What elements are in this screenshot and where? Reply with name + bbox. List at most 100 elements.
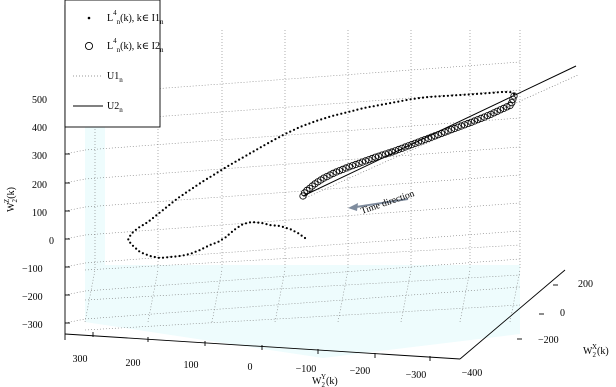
series-point-i1 xyxy=(269,224,272,227)
x-tick-label: 0 xyxy=(560,308,565,319)
series-point-i1 xyxy=(217,240,220,243)
series-point-i1 xyxy=(296,126,299,130)
grid-line-z xyxy=(64,206,86,212)
series-point-i1 xyxy=(278,136,281,139)
z-tick-label: 200 xyxy=(32,180,47,191)
series-point-i2 xyxy=(427,133,436,141)
series-point-i1 xyxy=(178,254,181,258)
series-point-i2 xyxy=(470,117,479,125)
series-point-i1 xyxy=(401,99,404,102)
series-point-i1 xyxy=(352,109,355,112)
series-point-i1 xyxy=(480,92,483,95)
series-point-i2 xyxy=(493,107,501,115)
series-point-i1 xyxy=(198,182,201,185)
series-point-i2 xyxy=(352,160,360,169)
series-point-i1 xyxy=(148,219,151,222)
series-point-i1 xyxy=(241,156,244,159)
series-point-i1 xyxy=(421,96,425,99)
series-point-i1 xyxy=(368,105,371,108)
series-point-i1 xyxy=(257,221,260,224)
series-point-i1 xyxy=(178,196,181,199)
series-point-i2 xyxy=(388,148,396,156)
z-tick-label: −300 xyxy=(22,320,43,331)
series-point-i1 xyxy=(138,226,141,229)
series-point-i2 xyxy=(444,127,452,135)
series-point-i1 xyxy=(170,255,173,258)
grid-line-z xyxy=(64,262,86,268)
axes-walls xyxy=(85,30,520,358)
z-tick-label: 500 xyxy=(32,95,47,106)
series-point-i1 xyxy=(274,138,277,141)
y-axis-line xyxy=(64,333,461,360)
y-tick-label: −300 xyxy=(406,370,427,381)
series-point-i1 xyxy=(393,101,396,104)
series-point-i1 xyxy=(364,106,367,109)
series-point-i1 xyxy=(459,93,462,97)
series-point-i1 xyxy=(234,160,237,163)
series-point-i2 xyxy=(509,95,517,103)
series-point-i2 xyxy=(464,119,472,128)
grid-line-z xyxy=(84,202,521,236)
series-point-i1 xyxy=(348,110,351,113)
series-point-i1 xyxy=(496,91,499,94)
series-point-i1 xyxy=(198,249,201,252)
series-point-i2 xyxy=(421,136,429,144)
series-point-i1 xyxy=(149,255,152,258)
series-point-i1 xyxy=(227,233,230,236)
series-point-i1 xyxy=(145,221,148,225)
series-point-i1 xyxy=(131,244,135,247)
series-point-i2 xyxy=(398,144,406,152)
grid-line-z xyxy=(64,178,86,184)
series-point-i1 xyxy=(127,238,130,241)
z-axis-label: W2Z(k) xyxy=(3,187,19,212)
z-tick-label: 300 xyxy=(32,151,47,162)
legend-marker-circle xyxy=(84,41,94,51)
z-tick-label: 100 xyxy=(32,208,47,219)
series-point-i2 xyxy=(503,103,511,111)
series-point-i1 xyxy=(157,256,160,259)
series-point-i1 xyxy=(195,184,198,187)
series-point-i1 xyxy=(492,91,495,94)
series-point-i1 xyxy=(224,236,227,239)
series-point-i1 xyxy=(289,130,292,133)
series-point-i1 xyxy=(281,225,284,228)
series-point-i1 xyxy=(263,144,266,147)
y-tick-label: 100 xyxy=(184,360,199,371)
series-point-i1 xyxy=(300,125,303,128)
x-axis-label: W2X(k) xyxy=(583,343,609,359)
grid-line-z xyxy=(64,149,86,155)
series-point-i1 xyxy=(141,224,144,227)
series-point-i1 xyxy=(265,223,268,226)
series-point-i1 xyxy=(303,236,307,240)
series-point-i2 xyxy=(385,149,393,157)
series-point-i1 xyxy=(438,95,441,98)
grid-line-x xyxy=(84,244,521,271)
z-tick-label: −100 xyxy=(22,264,43,275)
series-point-i1 xyxy=(245,154,248,157)
series-point-i1 xyxy=(161,256,165,259)
grid-line-z xyxy=(84,146,521,180)
series-point-i1 xyxy=(205,245,209,248)
series-point-i1 xyxy=(129,241,132,244)
series-point-i1 xyxy=(252,150,255,153)
series-point-i2 xyxy=(487,110,495,118)
series-point-i2 xyxy=(391,147,399,155)
series-point-i1 xyxy=(138,250,141,253)
series-point-i2 xyxy=(414,138,422,146)
series-point-i1 xyxy=(171,201,174,204)
series-point-i1 xyxy=(409,98,412,101)
series-point-i1 xyxy=(190,252,193,255)
series-point-i1 xyxy=(220,169,223,172)
series-point-i2 xyxy=(437,129,446,137)
series-point-i2 xyxy=(483,112,492,120)
axis-labels: W2X(k) W2Y(k) W2Z(k) xyxy=(3,187,609,387)
series-point-i1 xyxy=(129,234,132,237)
series-point-i1 xyxy=(413,97,416,100)
series-point-i1 xyxy=(134,228,137,231)
series-point-i1 xyxy=(300,234,303,237)
series-point-i1 xyxy=(417,97,420,100)
x-tick-label: 200 xyxy=(578,279,593,290)
series-point-i2 xyxy=(365,156,373,164)
floor xyxy=(85,265,520,358)
